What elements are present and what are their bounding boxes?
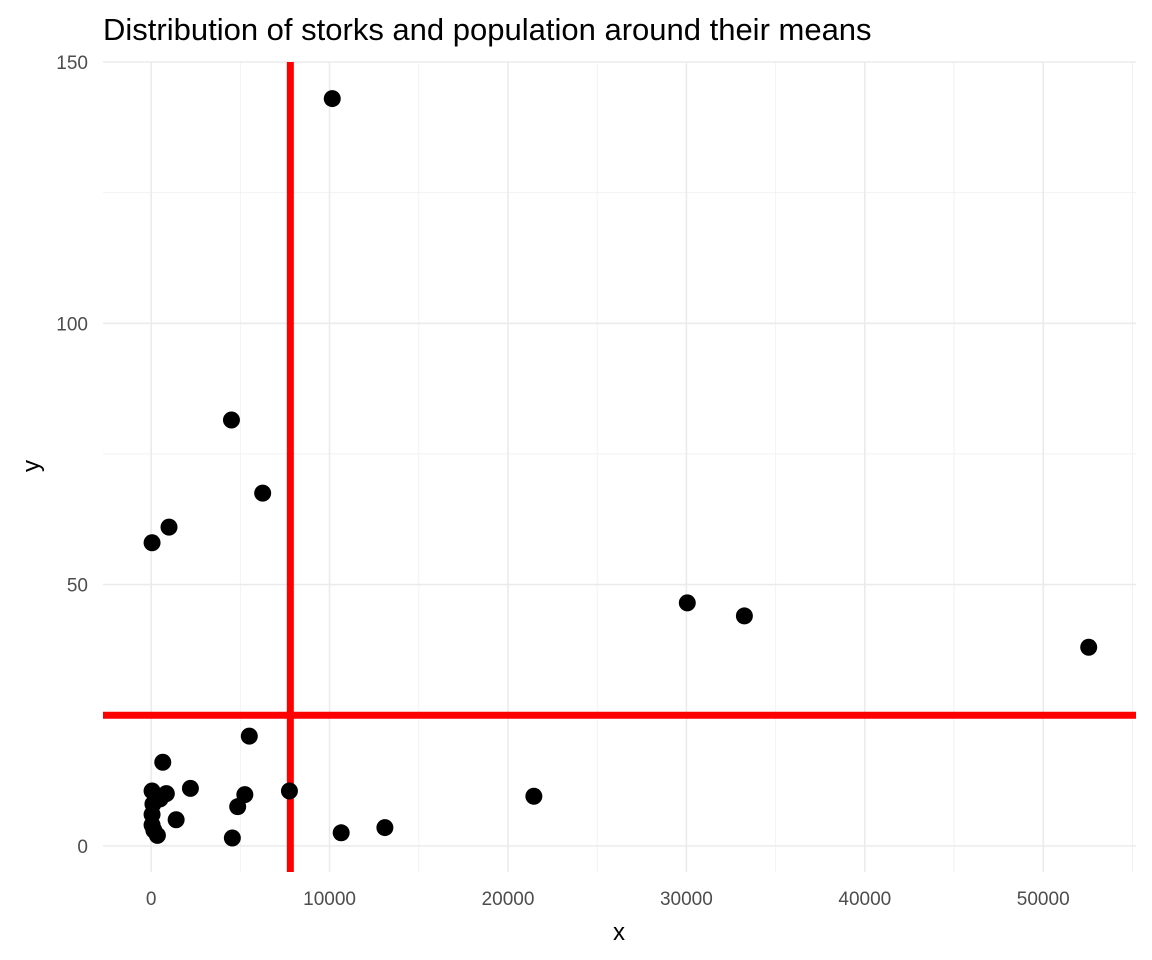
data-point xyxy=(143,534,161,552)
data-point xyxy=(376,819,394,837)
x-tick-label: 40000 xyxy=(838,889,891,910)
data-point xyxy=(525,787,543,805)
x-axis-ticks: 0 10000 20000 30000 40000 50000 xyxy=(146,889,1070,910)
x-tick-label: 30000 xyxy=(660,889,713,910)
data-points xyxy=(143,90,1098,847)
x-tick-label: 0 xyxy=(146,889,157,910)
y-axis-ticks: 0 50 100 150 xyxy=(56,53,88,858)
data-point xyxy=(332,824,350,842)
x-tick-label: 20000 xyxy=(482,889,535,910)
data-point xyxy=(222,411,240,429)
data-point xyxy=(678,594,696,612)
data-point xyxy=(240,727,258,745)
x-axis-title: x xyxy=(613,919,625,946)
data-point xyxy=(223,829,241,847)
data-point xyxy=(181,779,199,797)
y-tick-label: 150 xyxy=(56,53,88,74)
data-point xyxy=(167,811,185,829)
y-axis-title: y xyxy=(18,460,45,472)
chart-title: Distribution of storks and population ar… xyxy=(103,12,872,47)
y-tick-label: 50 xyxy=(67,576,88,597)
x-tick-label: 10000 xyxy=(303,889,356,910)
data-point xyxy=(280,782,298,800)
data-point xyxy=(323,90,341,108)
x-tick-label: 50000 xyxy=(1017,889,1070,910)
data-point xyxy=(160,518,178,536)
data-point xyxy=(254,484,272,502)
data-point xyxy=(735,607,753,625)
data-point xyxy=(148,826,166,844)
y-tick-label: 100 xyxy=(56,314,88,335)
grid xyxy=(103,61,1136,872)
data-point xyxy=(1080,638,1098,656)
data-point xyxy=(229,798,247,816)
data-point xyxy=(154,753,172,771)
y-tick-label: 0 xyxy=(77,837,88,858)
mean-lines xyxy=(103,62,1136,872)
